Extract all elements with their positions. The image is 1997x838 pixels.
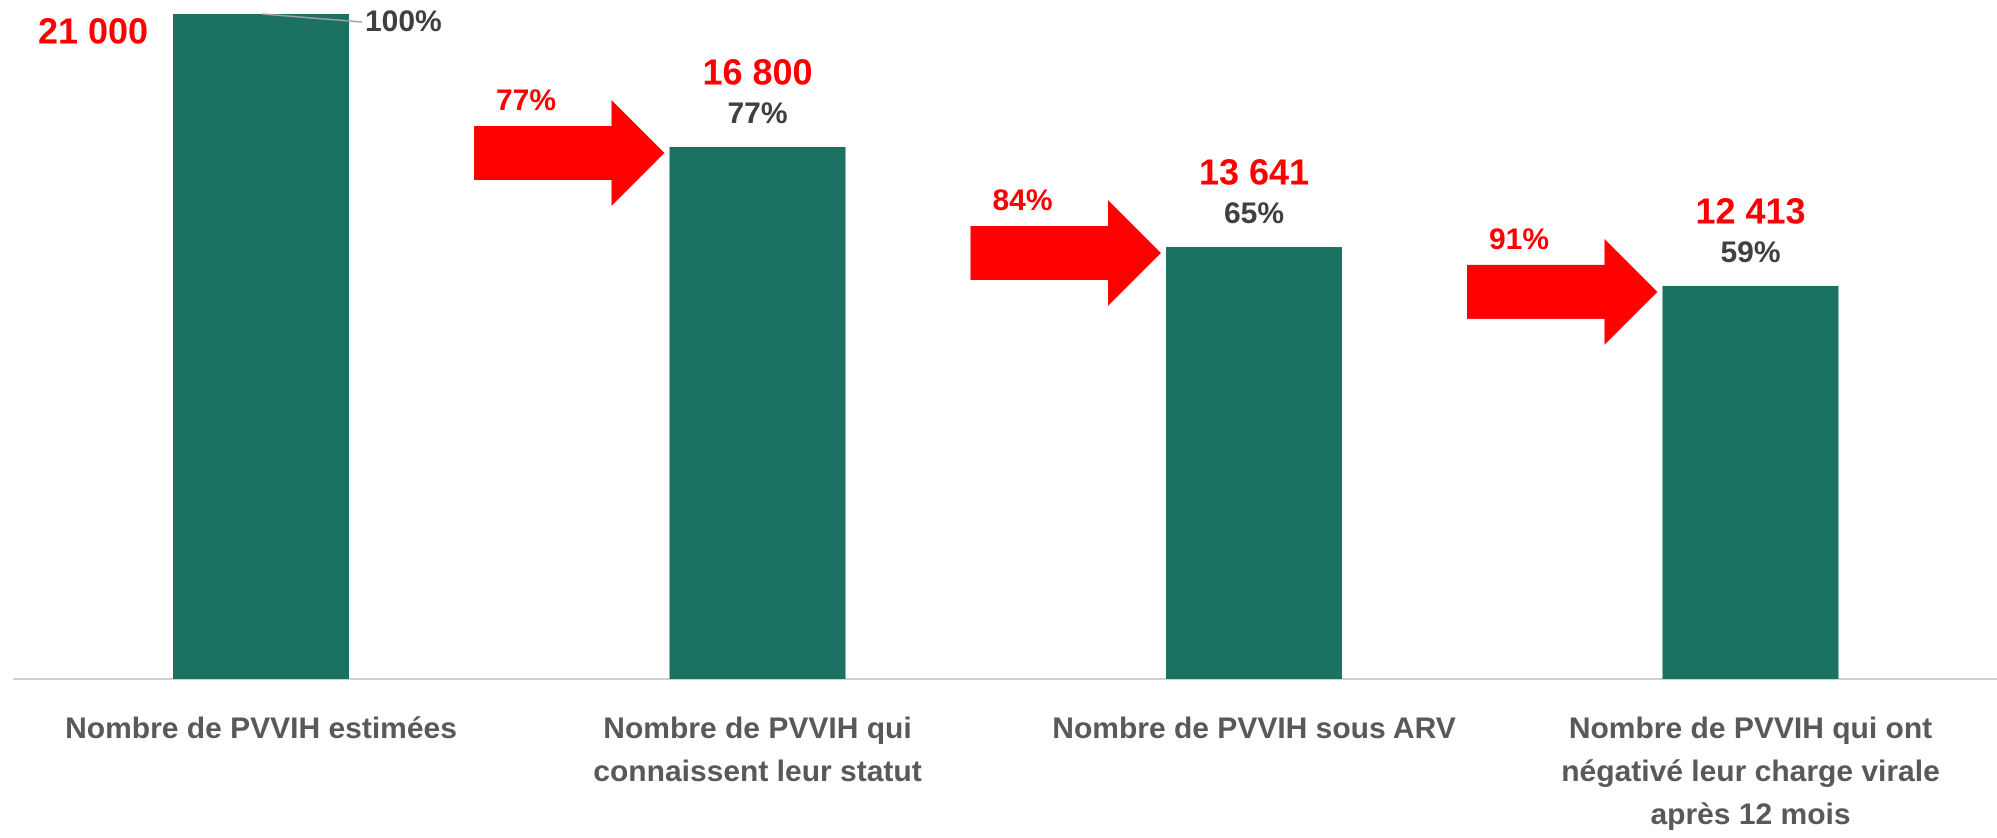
share-label: 100%: [365, 5, 442, 38]
category-label: Nombre de PVVIH qui connaissent leur sta…: [593, 712, 922, 788]
bar: [173, 14, 349, 679]
conversion-arrow: [474, 100, 665, 206]
conversion-label: 77%: [496, 84, 556, 117]
value-label: 21 000: [38, 11, 148, 52]
conversion-label: 84%: [992, 184, 1052, 217]
conversion-label: 91%: [1489, 223, 1549, 256]
bar: [1662, 285, 1839, 679]
bar: [1166, 247, 1342, 679]
value-label: 16 800: [702, 52, 812, 93]
conversion-arrow: [970, 200, 1161, 307]
leader-line: [261, 13, 363, 23]
category-label: Nombre de PVVIH estimées: [65, 712, 457, 745]
category-label: Nombre de PVVIH sous ARV: [1052, 712, 1456, 745]
category-label: Nombre de PVVIH qui ont négativé leur ch…: [1561, 712, 1940, 831]
bar: [669, 147, 846, 679]
share-label: 77%: [727, 97, 787, 130]
value-label: 13 641: [1199, 152, 1309, 193]
share-label: 65%: [1224, 197, 1284, 230]
share-label: 59%: [1720, 236, 1780, 269]
conversion-arrow: [1467, 238, 1658, 345]
value-label: 12 413: [1695, 190, 1805, 231]
